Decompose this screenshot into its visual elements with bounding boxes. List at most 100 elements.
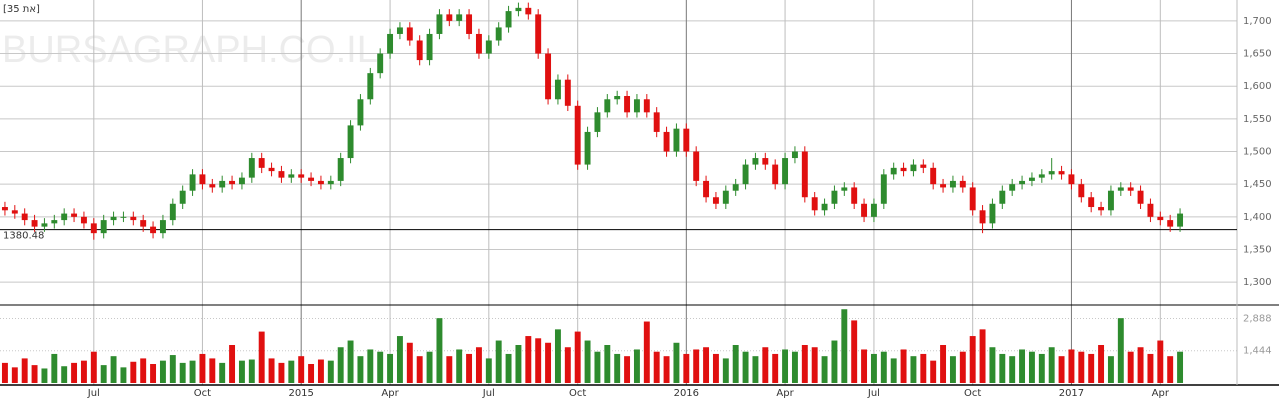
candle-body [732,184,739,191]
volume-bar [357,356,364,383]
volume-bar [199,353,206,383]
candle-body [1117,187,1124,191]
candle-body [1098,207,1105,211]
candle-body [564,79,571,106]
volume-bar [643,321,650,383]
x-tick-label: Oct [569,388,586,399]
volume-bar [278,362,285,383]
y-tick-label: 1,400 [1243,212,1272,223]
volume-bar [722,358,729,383]
candle-body [831,190,838,204]
candle-body [298,174,305,178]
candle-body [525,7,532,15]
candle-body [61,213,68,221]
volume-bar [347,340,354,383]
volume-bar [505,353,512,383]
candle-body [535,14,542,54]
volume-bar [1028,351,1035,383]
volume-bar [248,359,255,383]
volume-bar [130,361,137,383]
candle-body [633,99,640,113]
volume-bar [229,345,236,383]
volume-bar [1019,349,1026,383]
candle-body [406,27,413,41]
x-tick-label: 2017 [1059,388,1084,399]
volume-bar [1107,356,1114,383]
candle-body [1177,213,1184,227]
candle-body [1107,190,1114,211]
candle-body [841,187,848,191]
volume-bar [396,336,403,383]
candle-body [505,11,512,28]
y-tick-label: 1,550 [1243,114,1272,125]
candle-body [199,174,206,185]
candle-body [1009,184,1016,191]
volume-bar [387,353,394,383]
candle-body [229,180,236,185]
volume-bar [436,318,443,383]
candle-body [140,220,147,227]
candle-body [1028,177,1035,181]
candle-body [624,96,631,113]
y-tick-label: 1,300 [1243,277,1272,288]
candle-body [920,164,927,168]
volume-bar [861,349,868,383]
volume-bar [811,347,818,383]
volume-bar [949,356,956,383]
candle-body [693,151,700,181]
candle-body [762,158,769,165]
volume-bar [1147,353,1154,383]
volume-bar [1088,353,1095,383]
candle-body [653,112,660,132]
volume-bar [308,364,315,383]
candle-body [791,151,798,159]
candle-body [1088,197,1095,208]
x-tick-label: Apr [381,388,399,399]
candle-body [683,128,690,152]
candle-body [1167,220,1174,227]
candle-body [1068,174,1075,185]
volume-bar [1038,353,1045,383]
candle-body [41,223,48,227]
x-tick-label: 2015 [288,388,313,399]
volume-bar [377,351,384,383]
volume-bar [179,362,186,383]
candle-body [31,220,38,227]
y-tick-label: 1,450 [1243,179,1272,190]
candle-body [663,131,670,152]
candle-body [614,96,621,100]
candle-body [722,190,729,204]
y-tick-label: 1,650 [1243,49,1272,60]
candle-body [475,33,482,54]
candle-body [396,27,403,34]
candle-body [712,197,719,204]
volume-bar [219,362,226,383]
volume-bar [880,351,887,383]
volume-bar [930,360,937,383]
volume-bar [999,353,1006,383]
volume-bar [11,367,18,383]
candle-body [179,190,186,204]
volume-bar [150,364,157,383]
volume-bar [564,347,571,383]
volume-bar [870,353,877,383]
candle-body [940,184,947,188]
volume-bar [406,342,413,383]
volume-bar [1068,349,1075,383]
candle-body [278,171,285,178]
volume-bar [485,358,492,383]
volume-bar [772,353,779,383]
volume-bar [940,345,947,383]
candle-body [880,174,887,204]
volume-bar [545,342,552,383]
volume-bar [969,336,976,383]
volume-bar [1177,351,1184,383]
candle-body [1147,203,1154,217]
candle-body [1137,190,1144,204]
candle-body [387,33,394,54]
candle-body [1127,187,1134,191]
volume-bar [90,351,97,383]
candle-body [949,180,956,188]
